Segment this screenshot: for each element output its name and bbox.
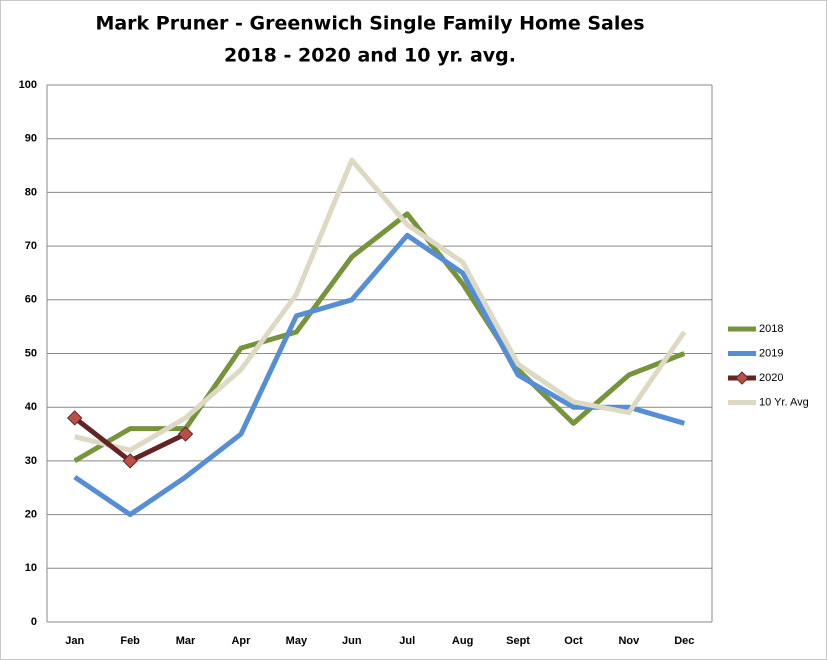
x-tick-label: Feb <box>120 635 140 647</box>
legend-label: 2019 <box>759 347 783 359</box>
legend-label: 2020 <box>759 372 783 384</box>
y-tick-label: 100 <box>19 79 37 91</box>
y-tick-label: 50 <box>25 347 37 359</box>
y-tick-label: 70 <box>25 240 37 252</box>
series-line <box>74 157 687 453</box>
series-line <box>73 211 686 464</box>
x-tick-label: Oct <box>564 635 583 647</box>
x-tick-label: Apr <box>231 635 251 647</box>
y-tick-label: 20 <box>25 509 37 521</box>
x-tick-label: Mar <box>176 635 196 647</box>
x-tick-label: May <box>286 635 308 647</box>
chart-title: 2018 - 2020 and 10 yr. avg. <box>224 45 516 67</box>
y-tick-label: 90 <box>25 133 37 145</box>
marker <box>122 453 138 469</box>
x-tick-label: Sept <box>506 635 530 647</box>
x-tick-label: Jun <box>342 635 362 647</box>
y-tick-label: 30 <box>25 455 37 467</box>
y-tick-label: 80 <box>25 186 37 198</box>
y-tick-label: 0 <box>31 616 37 628</box>
x-tick-label: Nov <box>618 635 640 647</box>
y-tick-label: 40 <box>25 401 37 413</box>
y-tick-label: 60 <box>25 294 37 306</box>
x-tick-label: Dec <box>674 635 694 647</box>
chart-title: Mark Pruner - Greenwich Single Family Ho… <box>95 13 644 35</box>
legend-label: 10 Yr. Avg <box>759 396 809 408</box>
legend-marker <box>735 371 749 385</box>
x-tick-label: Jan <box>65 635 84 647</box>
marker <box>67 410 83 426</box>
y-tick-label: 10 <box>25 562 37 574</box>
series-line <box>73 232 685 518</box>
x-tick-label: Jul <box>399 635 415 647</box>
legend-label: 2018 <box>759 323 783 335</box>
marker <box>177 426 194 442</box>
x-tick-label: Aug <box>452 635 473 647</box>
